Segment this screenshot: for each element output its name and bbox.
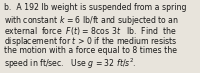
- Text: b.  A 192 lb weight is suspended from a spring: b. A 192 lb weight is suspended from a s…: [4, 3, 186, 12]
- Text: the motion with a force equal to 8 times the: the motion with a force equal to 8 times…: [4, 46, 177, 55]
- Text: with constant $k$ = 6 lb/ft and subjected to an: with constant $k$ = 6 lb/ft and subjecte…: [4, 14, 179, 27]
- Text: speed in ft/sec.   Use $g$ = 32 $ft/s^{2}$.: speed in ft/sec. Use $g$ = 32 $ft/s^{2}$…: [4, 57, 136, 71]
- Text: displacement for $t$ > 0 if the medium resists: displacement for $t$ > 0 if the medium r…: [4, 35, 177, 48]
- Text: external  force  $F(t)$ = 8cos 3$t$   lb.  Find  the: external force $F(t)$ = 8cos 3$t$ lb. Fi…: [4, 25, 176, 36]
